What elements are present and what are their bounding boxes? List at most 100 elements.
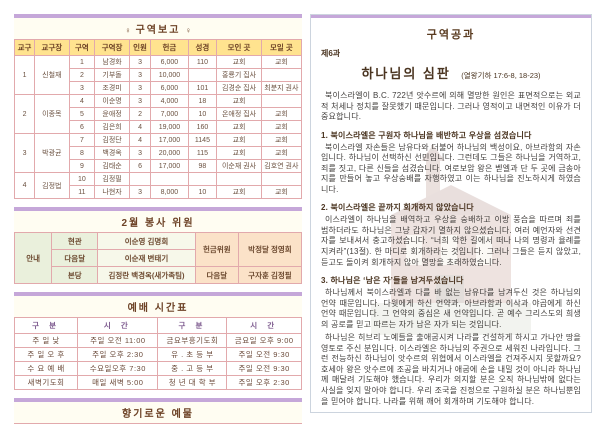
next-place: 김호연 권사 [260, 159, 303, 173]
district-number: 10 [68, 172, 96, 186]
service-name: 금요부흥기도회 [157, 333, 228, 348]
district-report-title-text: 구역보고 [135, 25, 181, 36]
column-header: 헌금 [150, 39, 189, 56]
next-label: 다음달 [194, 266, 239, 284]
service-name: 수 요 예 배 [13, 361, 79, 376]
meeting-place: 교회 [216, 120, 262, 134]
bible-count: 10 [187, 107, 218, 121]
scripture-reference: (열왕기하 17:6-8, 18-23) [461, 71, 541, 80]
next-place: 교회 [260, 185, 303, 199]
service-time: 주일 오후 2:30 [226, 375, 302, 390]
table-row: 11 나현자 3 8,000 10 교회 교회 [15, 185, 303, 199]
bible-count: 1145 [187, 133, 218, 147]
meeting-place: 김경순 집사 [216, 81, 262, 95]
column-header: 모인 곳 [216, 39, 262, 56]
lesson-section-heading: 3. 하나님은 ‘남은 자’들을 남겨두셨습니다 [321, 276, 464, 286]
lesson-paragraph: 이스라엘이 하나님을 배역하고 우상을 숭배하고 이방 풍습을 따르며 죄를 범… [321, 215, 581, 267]
column-header: 구 분 [157, 317, 228, 334]
district-leader: 조경미 [94, 81, 130, 95]
parish-number: 4 [13, 172, 36, 199]
service-time: 주일 오전 9:30 [226, 361, 302, 376]
service-name: 주 일 오 후 [13, 347, 79, 362]
table-row: 주 일 오 후 주일 오후 2:30 유 . 초 등 부 주일 오전 9:30 [13, 347, 302, 362]
bible-count: 101 [187, 81, 218, 95]
meeting-place: 온애정 집사 [216, 107, 262, 121]
lesson-body: 북이스라엘이 B.C. 722년 앗수르에 의해 멸망한 원인은 표면적으로는 … [321, 91, 581, 407]
member-count: 3 [128, 94, 152, 108]
district-number: 6 [68, 120, 96, 134]
names-cell: 이순영 김명희 [97, 232, 196, 250]
next-place: 교회 [260, 120, 303, 134]
district-report-header: 교구 교구장 구역 구역장 인원 헌금 성경 모인 곳 모일 곳 [13, 39, 303, 56]
lesson-paragraph: 하나님은 히브리 노예들을 출애굽시켜 나라를 건설하게 하시고 가나안 땅을 … [321, 333, 581, 406]
next-place [260, 172, 303, 186]
district-report-table: 교구 교구장 구역 구역장 인원 헌금 성경 모인 곳 모일 곳 1 신철재 1 남경화 3 6,000 1… [13, 39, 303, 199]
parish-leader: 박광균 [34, 133, 70, 173]
next-names: 구자훈 김정필 [237, 266, 303, 284]
bible-count: 10 [187, 185, 218, 199]
lesson-paragraph: 북이스라엘이 B.C. 722년 앗수르에 의해 멸망한 원인은 표면적으로는 … [321, 91, 581, 122]
lesson-subject: 하나님의 심판 [361, 66, 451, 81]
meeting-place: 교회 [216, 55, 262, 69]
column-header: 인원 [128, 39, 152, 56]
offerings-title: 향기로운 예물 [14, 402, 302, 423]
parish-number: 3 [13, 133, 36, 173]
service-time: 주일 오후 2:30 [77, 347, 159, 362]
lesson-section-heading: 2. 북이스라엘은 끝까지 회개하지 않았습니다 [321, 203, 474, 213]
lesson-title: 구역공과 [426, 29, 476, 41]
parish-leader: 신철재 [34, 55, 70, 95]
church-photo-watermark [371, 145, 531, 335]
member-count: 3 [128, 185, 152, 199]
meeting-place: 이순재 권사 [216, 159, 262, 173]
member-count [128, 172, 152, 186]
parish-leader: 김정법 [34, 172, 70, 199]
service-time: 매일 새벽 5:00 [77, 375, 159, 390]
lesson-content: 구역공과 제6과 하나님의 심판 (열왕기하 17:6-8, 18-23) 북이… [311, 18, 591, 412]
column-header: 구 분 [13, 317, 79, 334]
column-header: 구역 [68, 39, 96, 56]
names-cell: 이순재 변태기 [97, 249, 196, 267]
district-leader: 남경화 [94, 55, 130, 69]
offering-amount: 20,000 [150, 146, 189, 160]
table-row: 3 박광균 7 김정단 4 17,000 1145 교회 교회 [13, 133, 303, 173]
district-leader: 윤애정 [94, 107, 130, 121]
offering-names: 박정달 정영희 [237, 232, 303, 267]
meeting-place: 교회 [216, 94, 262, 108]
district-leader: 김정필 [94, 172, 130, 186]
service-name: 유 . 초 등 부 [157, 347, 228, 362]
column-header: 시 간 [226, 317, 302, 334]
offerings-section: 향기로운 예물 십일조신인달(황영숙) 신철재(남경화) 홍중기(기부돌) 성수… [13, 398, 302, 424]
service-time: 금요일 오후 9:00 [226, 333, 302, 348]
bible-count [187, 68, 218, 82]
table-row: 4 김정법 10 김정필 [13, 172, 303, 199]
purple-divider [14, 14, 302, 18]
meeting-place: 교회 [216, 185, 262, 199]
district-leader: 이순명 [94, 94, 130, 108]
table-row: 안내 현관 이순영 김명희 헌금위원 박정달 정영희 [13, 232, 303, 284]
district-number: 7 [68, 133, 96, 147]
next-place: 교회 [260, 146, 303, 160]
left-column: ♀ 구역보고 ♀ 교구 교구장 구역 구역장 인원 헌금 성경 모인 곳 모일 곳 1 신철재 1 남… [13, 14, 303, 424]
service-name: 주 일 낮 [13, 333, 79, 348]
lesson-heading-row: 하나님의 심판 (열왕기하 17:6-8, 18-23) [321, 63, 581, 83]
district-leader: 백경옥 [94, 146, 130, 160]
service-committee-table: 안내 현관 이순영 김명희 헌금위원 박정달 정영희 다음달 이순재 변태기 본… [13, 232, 303, 284]
bible-count [187, 172, 218, 186]
names-cell: 김정란 백경옥(새가족팀) [97, 266, 196, 284]
offering-amount: 17,000 [150, 159, 189, 173]
next-place: 교회 [260, 133, 303, 147]
female-sign-icon: ♀ [185, 26, 192, 35]
district-number: 4 [68, 94, 96, 108]
guide-label: 안내 [13, 232, 53, 284]
bible-count: 110 [187, 55, 218, 69]
table-row: 본당 김정란 백경옥(새가족팀) 다음달 구자훈 김정필 [15, 266, 303, 284]
service-committee-title: 2월 봉사 위원 [14, 211, 302, 232]
column-header: 교구장 [34, 39, 70, 56]
member-count: 2 [128, 107, 152, 121]
next-place: 교회 [260, 107, 303, 121]
column-header: 시 간 [77, 317, 159, 334]
offering-amount [150, 172, 189, 186]
column-header: 성경 [187, 39, 218, 56]
